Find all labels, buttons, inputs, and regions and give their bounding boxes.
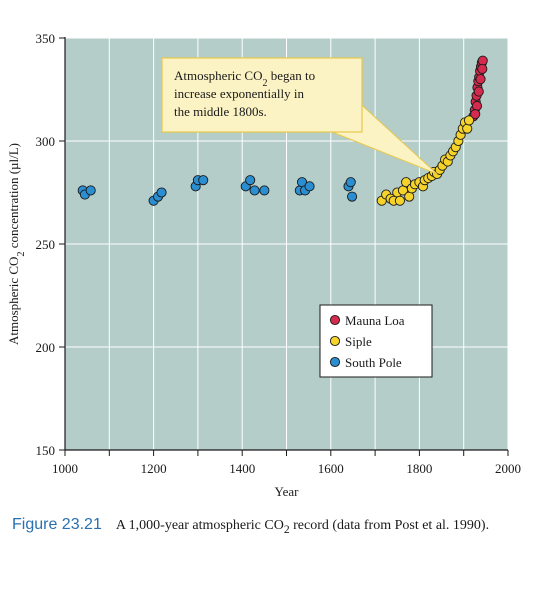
data-point xyxy=(463,115,475,126)
legend-label: South Pole xyxy=(345,355,402,370)
data-point xyxy=(249,185,260,196)
data-point xyxy=(345,177,356,188)
y-title-subscript: 2 xyxy=(16,252,27,257)
y-title-part: Atmospheric CO xyxy=(6,257,21,345)
annotation-line: increase exponentially in xyxy=(174,86,304,101)
y-tick-label: 150 xyxy=(36,443,56,458)
data-point xyxy=(470,109,481,120)
caption-text-before: A 1,000-year atmospheric CO xyxy=(115,518,284,533)
data-point xyxy=(471,100,483,112)
data-point xyxy=(259,185,270,196)
x-tick-label: 1600 xyxy=(318,461,344,476)
annotation-line: Atmospheric CO2 began to xyxy=(174,68,315,89)
tick-labels: 1000 1200 1400 1600 1800 2000 150 200 250 300 350 xyxy=(36,31,522,476)
x-tick-label: 2000 xyxy=(495,461,521,476)
annotation-line: the middle 1800s. xyxy=(174,104,267,119)
data-point xyxy=(347,191,358,202)
caption-subscript: 2 xyxy=(283,522,290,536)
legend-marker xyxy=(329,356,341,368)
data-point xyxy=(304,181,315,192)
data-point xyxy=(245,175,256,186)
data-point xyxy=(473,86,484,97)
y-title-part: concentration (µl/L) xyxy=(6,143,21,252)
series-south-pole xyxy=(77,175,358,206)
legend-marker xyxy=(329,314,341,326)
y-axis-title: Atmospheric CO2 concentration (µl/L) xyxy=(6,143,27,345)
legend: Mauna Loa Siple South Pole xyxy=(319,304,433,378)
data-point xyxy=(156,187,167,198)
data-point xyxy=(198,175,209,186)
x-axis-title: Year xyxy=(275,484,300,499)
data-point xyxy=(404,191,415,202)
legend-label: Mauna Loa xyxy=(345,313,405,328)
y-tick-label: 350 xyxy=(36,31,56,46)
series-mauna-loa xyxy=(468,55,488,122)
figure-caption: Figure 23.21 A 1,000-year atmospheric CO2… xyxy=(12,515,542,539)
series-siple xyxy=(376,115,475,206)
legend-marker xyxy=(329,335,341,347)
data-point xyxy=(475,74,486,85)
data-point xyxy=(394,195,405,206)
data-points xyxy=(77,55,488,206)
data-point xyxy=(85,185,96,196)
x-tick-label: 1200 xyxy=(141,461,167,476)
figure-number: Figure 23.21 xyxy=(12,516,102,533)
caption-text-after: record (data from Post et al. 1990). xyxy=(289,518,490,533)
data-point xyxy=(477,63,488,74)
legend-label: Siple xyxy=(345,334,372,349)
y-tick-label: 300 xyxy=(36,134,56,149)
data-point xyxy=(462,123,473,134)
co2-chart: 1000 1200 1400 1600 1800 2000150200250300350 … xyxy=(6,31,522,499)
axes xyxy=(59,37,509,456)
x-tick-label: 1400 xyxy=(229,461,255,476)
x-tick-label: 1000 xyxy=(52,461,78,476)
y-tick-label: 200 xyxy=(36,340,56,355)
x-tick-label: 1800 xyxy=(406,461,432,476)
y-tick-label: 250 xyxy=(36,237,56,252)
